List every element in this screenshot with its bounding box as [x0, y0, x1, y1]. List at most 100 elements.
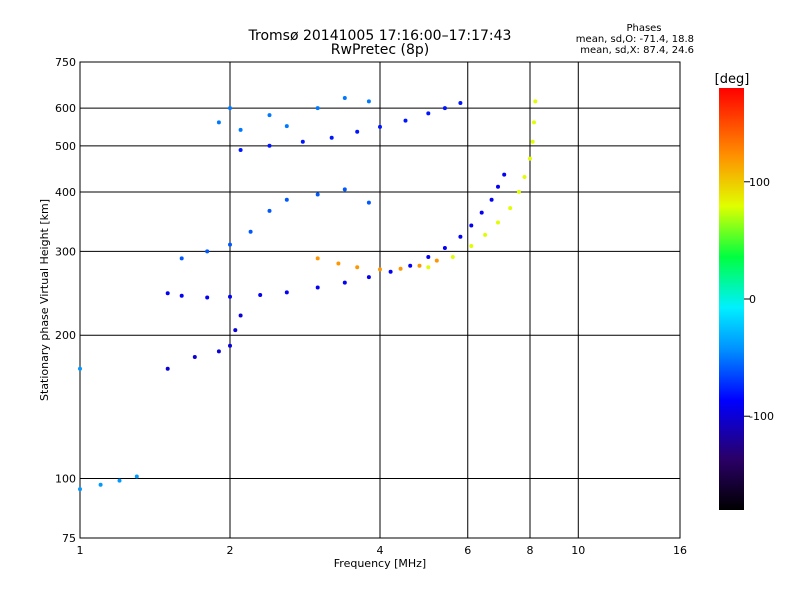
data-point [378, 124, 382, 129]
colorbar-gradient [719, 88, 744, 510]
y-tick-label: 200 [55, 329, 76, 342]
data-point [458, 101, 463, 105]
data-point [342, 96, 347, 100]
data-point [248, 229, 253, 234]
data-point [516, 189, 521, 194]
data-point [342, 280, 347, 285]
colorbar-tick-label: -100 [749, 410, 774, 423]
chart-subtitle: RwPretec (8p) [331, 42, 429, 58]
data-point [315, 106, 320, 111]
y-tick-label: 400 [55, 186, 76, 199]
data-point [530, 139, 535, 144]
phase-stats-o: mean, sd,O: -71.4, 18.8 [576, 34, 694, 45]
data-point [450, 255, 455, 259]
colorbar: [deg] 100 0 -100 [715, 72, 774, 510]
data-point [267, 113, 272, 118]
data-point [434, 258, 439, 263]
data-point [165, 366, 170, 371]
data-point [355, 265, 360, 270]
data-point [479, 210, 484, 215]
data-point [426, 255, 431, 259]
data-point [366, 200, 371, 205]
data-point [216, 349, 221, 354]
phase-stats-heading: Phases [626, 23, 661, 34]
data-point [205, 295, 210, 300]
x-tick-label: 10 [571, 544, 585, 557]
chart-title: Tromsø 20141005 17:16:00–17:17:43 [248, 28, 512, 44]
data-point [284, 290, 289, 295]
colorbar-tick-label: 0 [749, 293, 756, 306]
data-point [192, 355, 197, 359]
data-point [469, 244, 474, 248]
y-tick-label: 750 [55, 56, 76, 69]
data-point [98, 482, 103, 487]
data-point [228, 106, 232, 111]
x-tick-label: 8 [527, 544, 534, 557]
x-tick-label: 6 [464, 544, 471, 557]
plot-area: 1 2 4 6 8 10 16 75 100 200 300 400 500 600 750 [55, 56, 687, 557]
colorbar-ticks: 100 0 -100 [744, 176, 774, 423]
data-point [216, 120, 221, 125]
data-point [238, 127, 243, 132]
data-point [329, 135, 334, 140]
data-point [179, 293, 184, 298]
data-point [233, 328, 238, 333]
y-tick-label: 600 [55, 102, 76, 115]
data-point [442, 106, 447, 111]
phase-stats-x: mean, sd,X: 87.4, 24.6 [580, 45, 694, 56]
data-point [238, 313, 243, 318]
data-point [442, 246, 447, 250]
x-axis-label: Frequency [MHz] [334, 557, 426, 570]
data-point [238, 148, 243, 152]
data-point [267, 208, 272, 213]
data-point [458, 234, 463, 239]
grid-lines [80, 62, 680, 538]
data-point [258, 293, 263, 297]
data-point [228, 343, 232, 348]
data-point [179, 256, 184, 261]
data-point [522, 175, 527, 179]
x-tick-label: 4 [377, 544, 384, 557]
data-point [228, 242, 232, 247]
data-point [228, 294, 232, 299]
data-point [426, 111, 431, 116]
y-axis-label: Stationary phase Virtual Height [km] [38, 199, 51, 401]
data-point [398, 266, 403, 271]
x-tick-labels: 1 2 4 6 8 10 16 [77, 544, 688, 557]
data-point [532, 120, 536, 125]
data-point [165, 291, 170, 296]
data-point [315, 285, 320, 290]
x-tick-label: 2 [227, 544, 234, 557]
data-point [284, 197, 289, 202]
data-point [336, 261, 341, 266]
data-point [342, 187, 347, 192]
data-point [355, 129, 360, 134]
data-point [284, 124, 289, 129]
data-point [78, 487, 82, 492]
data-point [496, 220, 500, 225]
y-tick-labels: 75 100 200 300 400 500 600 750 [55, 56, 76, 545]
data-point [489, 197, 494, 202]
y-tick-label: 500 [55, 140, 76, 153]
data-point [388, 269, 393, 274]
data-point [205, 249, 210, 254]
data-point [496, 184, 500, 189]
data-point [483, 232, 488, 237]
y-tick-label: 75 [62, 532, 76, 545]
y-tick-label: 100 [55, 473, 76, 486]
x-tick-label: 1 [77, 544, 84, 557]
data-point [426, 265, 431, 270]
data-point [315, 256, 320, 261]
data-point [134, 474, 139, 479]
y-tick-label: 300 [55, 245, 76, 258]
data-point [502, 172, 507, 177]
data-point [366, 99, 371, 104]
data-point [366, 275, 371, 280]
data-point [533, 99, 538, 104]
data-point [117, 478, 122, 483]
data-point [378, 267, 382, 272]
colorbar-label: [deg] [715, 72, 750, 87]
data-points [78, 96, 538, 492]
data-point [403, 118, 408, 123]
